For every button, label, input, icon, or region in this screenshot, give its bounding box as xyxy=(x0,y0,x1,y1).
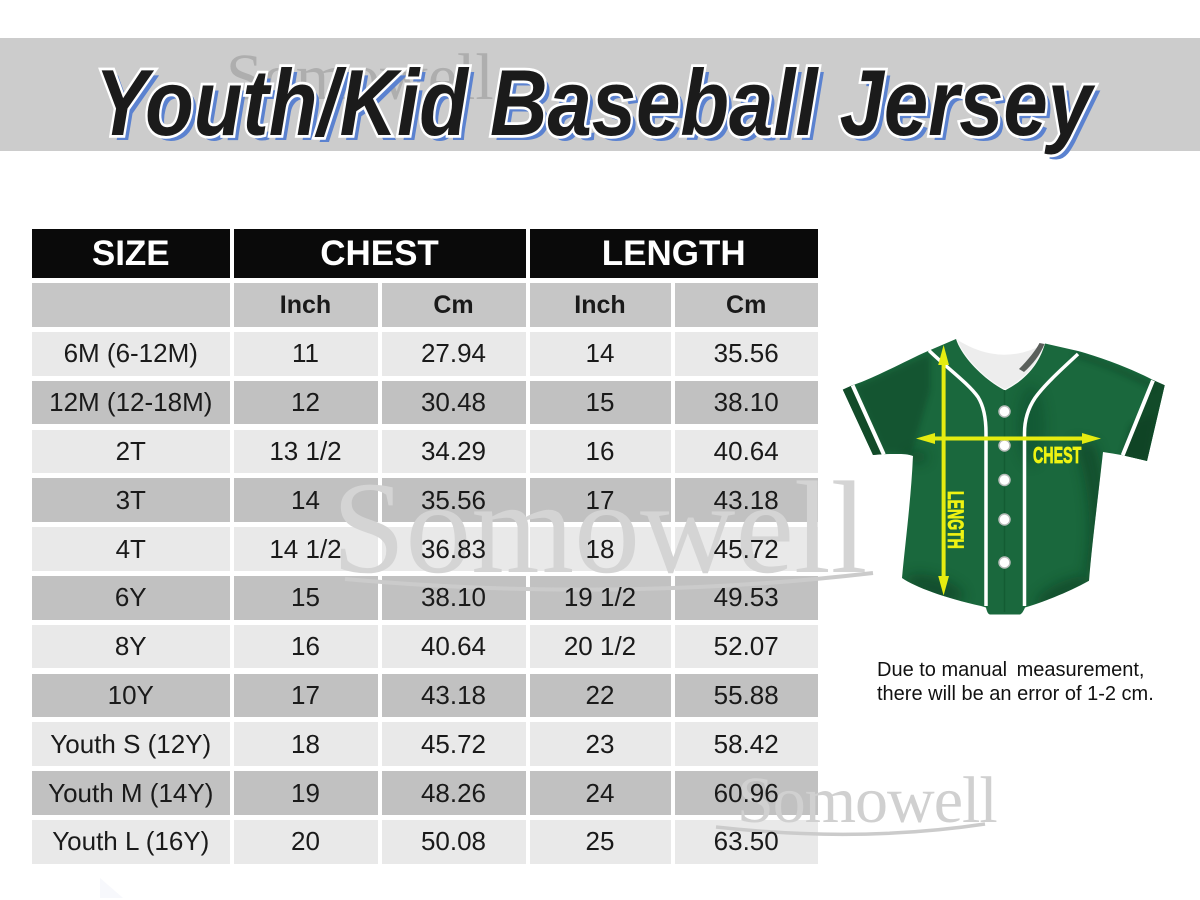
svg-text:CHEST: CHEST xyxy=(1033,444,1082,469)
svg-text:Youth/Kid Baseball Jersey: Youth/Kid Baseball Jersey xyxy=(95,50,1096,155)
svg-text:Youth/Kid Baseball Jersey: Youth/Kid Baseball Jersey xyxy=(100,55,1101,160)
svg-text:LENGTH: LENGTH xyxy=(943,491,968,549)
